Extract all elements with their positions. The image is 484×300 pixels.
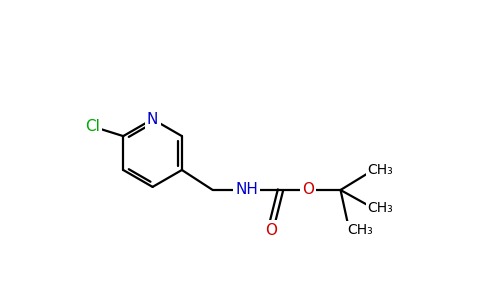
Text: O: O (302, 182, 314, 197)
Text: Cl: Cl (85, 118, 100, 134)
Text: N: N (147, 112, 158, 127)
Text: CH₃: CH₃ (368, 163, 393, 177)
Text: CH₃: CH₃ (368, 202, 393, 215)
Text: NH: NH (235, 182, 258, 197)
Text: CH₃: CH₃ (348, 223, 374, 237)
Text: O: O (265, 223, 277, 238)
